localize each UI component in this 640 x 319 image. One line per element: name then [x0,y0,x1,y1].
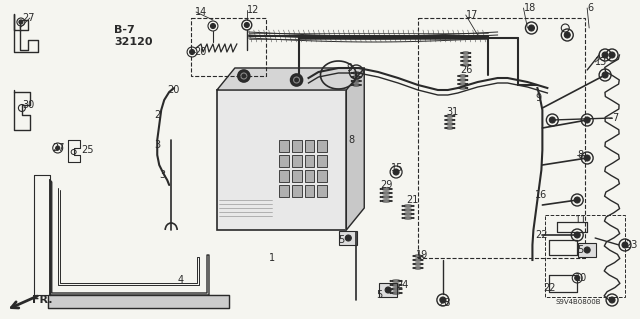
Bar [317,170,328,182]
Bar [317,185,328,197]
Text: 24: 24 [396,280,408,290]
Bar [418,18,585,258]
Text: 11: 11 [575,215,588,225]
Bar [578,243,596,257]
Text: 27: 27 [52,143,64,153]
Bar [292,170,301,182]
Text: 28: 28 [438,298,451,308]
Text: 3: 3 [159,170,165,180]
Circle shape [56,146,60,150]
Text: 22: 22 [536,230,548,240]
Text: 4: 4 [177,275,183,285]
Circle shape [291,74,303,86]
Circle shape [564,32,570,38]
Text: 29: 29 [380,180,392,190]
Text: 19: 19 [416,250,428,260]
Text: 27: 27 [22,13,35,23]
Text: 20: 20 [167,85,180,95]
Text: 10: 10 [575,273,588,283]
Bar [278,140,289,152]
Bar [305,140,314,152]
Bar [292,140,301,152]
Circle shape [609,52,615,58]
Circle shape [574,197,580,203]
Bar [278,170,289,182]
Bar [292,185,301,197]
Text: 32120: 32120 [115,37,153,47]
Circle shape [346,235,351,241]
Circle shape [440,297,446,303]
Polygon shape [346,68,364,230]
Text: 17: 17 [466,10,478,20]
Text: 6: 6 [587,3,593,13]
Polygon shape [217,68,364,90]
Text: 15: 15 [391,163,403,173]
Text: 30: 30 [22,100,34,110]
Circle shape [584,117,590,123]
Circle shape [238,70,250,82]
Circle shape [393,169,399,175]
Circle shape [211,24,216,28]
Text: 1: 1 [269,253,275,263]
Text: 26: 26 [460,65,472,75]
Bar [305,170,314,182]
Text: 18: 18 [524,3,536,13]
Polygon shape [48,295,229,308]
Text: 8: 8 [348,135,355,145]
Bar [292,155,301,167]
Bar [305,185,314,197]
Bar [278,185,289,197]
Circle shape [244,23,250,27]
Circle shape [19,20,23,24]
Text: 21: 21 [406,195,419,205]
Bar [278,155,289,167]
Circle shape [584,155,590,161]
Circle shape [241,73,247,79]
Text: 9: 9 [346,63,353,73]
Circle shape [549,117,556,123]
Bar [191,18,266,76]
Bar [545,215,625,297]
Circle shape [609,297,615,303]
Bar [379,283,397,297]
Text: 25: 25 [82,145,94,155]
Circle shape [574,232,580,238]
Circle shape [602,52,608,58]
Circle shape [189,49,195,55]
Text: S9V4B0800B: S9V4B0800B [556,299,601,305]
Circle shape [584,247,590,253]
Bar [305,155,314,167]
Text: 14: 14 [195,7,207,17]
Text: 5: 5 [339,235,344,245]
Circle shape [622,242,628,248]
Text: 8: 8 [577,150,583,160]
Bar [317,155,328,167]
Circle shape [385,287,391,293]
Text: FR.: FR. [32,295,52,305]
Text: 9: 9 [536,93,541,103]
Text: 31: 31 [446,107,458,117]
Text: B-7: B-7 [115,25,135,35]
Text: 7: 7 [612,113,618,123]
Text: 5: 5 [577,245,584,255]
Circle shape [602,72,608,78]
Text: 12: 12 [247,5,259,15]
Text: 13: 13 [595,57,607,67]
Circle shape [529,25,534,31]
Circle shape [575,276,580,280]
Text: 23: 23 [625,240,637,250]
Bar [317,140,328,152]
Text: 16: 16 [536,190,548,200]
Bar [339,231,357,245]
Text: 22: 22 [543,283,556,293]
Text: 2: 2 [154,110,161,120]
Text: 20: 20 [194,47,207,57]
Text: 3: 3 [154,140,161,150]
Text: 5: 5 [376,290,383,300]
Bar [217,90,346,230]
Circle shape [294,77,300,83]
